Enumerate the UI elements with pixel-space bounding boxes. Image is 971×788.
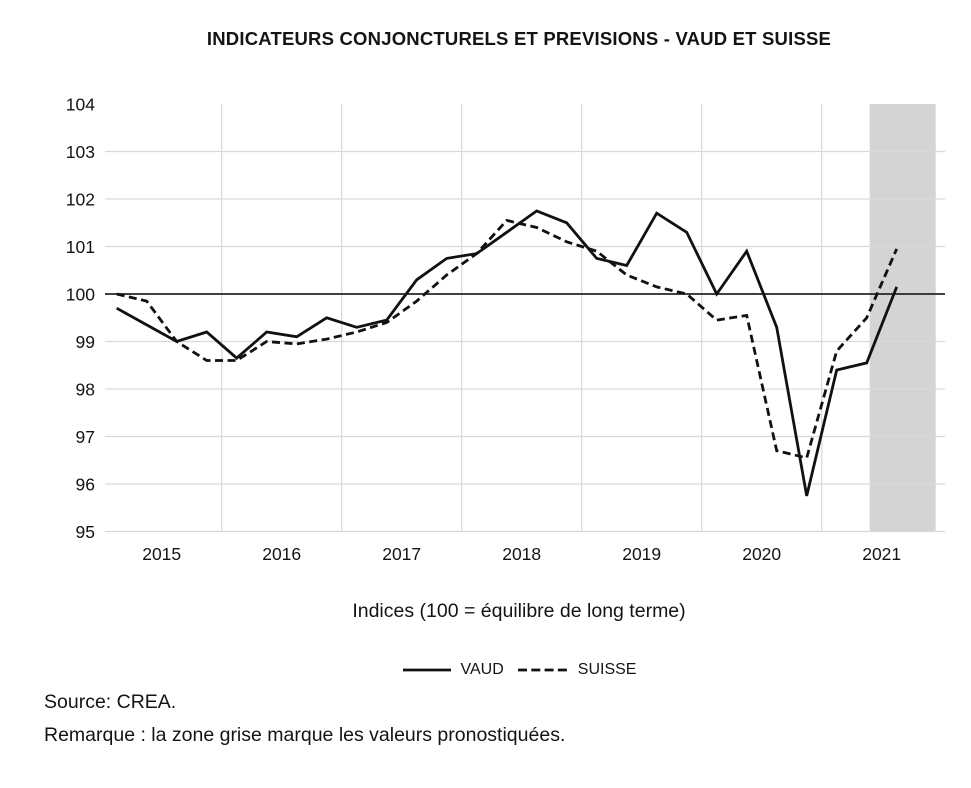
x-tick-label: 2021 <box>862 544 901 564</box>
vaud-line <box>116 209 899 497</box>
y-tick-label: 95 <box>76 522 95 542</box>
x-tick-label: 2016 <box>262 544 301 564</box>
chart-legend: VAUD SUISSE <box>75 661 963 679</box>
x-tick-label: 2018 <box>502 544 541 564</box>
legend-item-vaud: VAUD <box>402 661 504 679</box>
y-tick-label: 104 <box>66 95 95 115</box>
chart-title: INDICATEURS CONJONCTURELS ET PREVISIONS … <box>206 28 832 49</box>
x-tick-label: 2015 <box>142 544 181 564</box>
y-tick-label: 98 <box>76 380 95 400</box>
x-tick-label: 2019 <box>622 544 661 564</box>
legend-label-vaud: VAUD <box>460 661 504 678</box>
suisse-line <box>116 218 898 460</box>
legend-item-suisse: SUISSE <box>517 661 637 679</box>
source-note: Source: CREA. <box>44 691 177 713</box>
y-tick-label: 102 <box>66 190 95 210</box>
x-tick-label: 2017 <box>382 544 421 564</box>
line-chart: 95 96 97 98 99 100 101 102 103 104 2015 2016 2017 201… <box>66 95 945 564</box>
x-tick-label: 2020 <box>742 544 781 564</box>
legend-label-suisse: SUISSE <box>577 661 637 678</box>
forecast-remark: Remarque : la zone grise marque les vale… <box>44 724 566 746</box>
y-tick-label: 97 <box>76 427 95 447</box>
y-tick-label: 103 <box>66 142 95 162</box>
y-tick-label: 96 <box>76 475 95 495</box>
axis-subtitle: Indices (100 = équilibre de long terme) <box>352 600 686 622</box>
dashed-line-sample-icon <box>517 668 568 672</box>
y-tick-label: 99 <box>76 332 95 352</box>
y-tick-label: 100 <box>66 285 95 305</box>
y-tick-label: 101 <box>66 237 95 257</box>
forecast-zone <box>869 104 936 532</box>
solid-line-sample-icon <box>402 668 451 672</box>
